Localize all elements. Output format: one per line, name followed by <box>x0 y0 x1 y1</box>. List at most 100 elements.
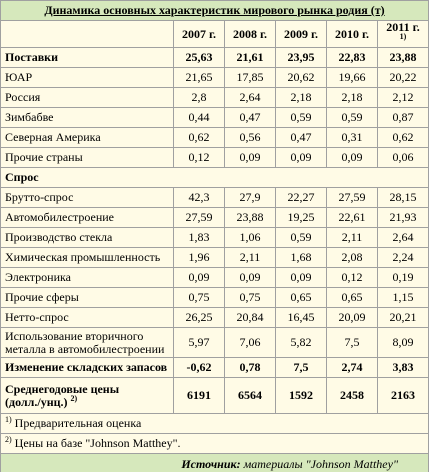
table-row: Россия 2,8 2,64 2,18 2,18 2,12 <box>0 87 429 108</box>
row-label-text: Северная Америка <box>5 130 101 144</box>
value-cell: 0,12 <box>173 147 225 168</box>
value-cell: 22,61 <box>326 207 378 228</box>
row-label: ЮАР <box>0 67 174 88</box>
value-cell: 23,88 <box>224 207 276 228</box>
row-label: Россия <box>0 87 174 108</box>
row-label-text: Автомобилестроение <box>5 210 114 224</box>
value-cell: 0,65 <box>326 287 378 308</box>
value-cell: 0,65 <box>275 287 327 308</box>
value-cell: 0,09 <box>275 267 327 288</box>
table-row: Электроника 0,09 0,09 0,09 0,12 0,19 <box>0 267 429 288</box>
column-label: 2010 г. <box>334 26 370 41</box>
table-row: Использование вторичного металла в автом… <box>0 327 429 358</box>
row-label-text: Использование вторичного металла в автом… <box>5 328 165 356</box>
value-cell: 0,47 <box>224 107 276 128</box>
value-cell: 0,09 <box>275 147 327 168</box>
footnote-text: Предварительная оценка <box>14 416 142 430</box>
table-row: Поставки 25,63 21,61 23,95 22,83 23,88 <box>0 47 429 68</box>
corner-cell <box>0 20 174 48</box>
value-cell: 5,82 <box>275 327 327 358</box>
value-cell: 28,15 <box>377 187 429 208</box>
header-row: 2007 г. 2008 г. 2009 г. 2010 г. 2011 г. 1) <box>0 20 429 48</box>
value-cell: 0,09 <box>224 267 276 288</box>
value-cell: 20,09 <box>326 307 378 328</box>
column-header: 2011 г. 1) <box>377 20 429 48</box>
value-cell: 2,74 <box>326 357 378 378</box>
value-cell: 19,25 <box>275 207 327 228</box>
row-label-text: Нетто-спрос <box>5 310 69 324</box>
row-label: Северная Америка <box>0 127 174 148</box>
row-label-text: Зимбабве <box>5 110 54 124</box>
row-label-text: Спрос <box>5 170 39 184</box>
row-label: Прочие сферы <box>0 287 174 308</box>
value-cell: 2,11 <box>326 227 378 248</box>
value-cell: 42,3 <box>173 187 225 208</box>
source-row: Источник: материалы "Johnson Matthey" <box>0 453 429 472</box>
value-cell: 1,96 <box>173 247 225 268</box>
value-cell: 16,45 <box>275 307 327 328</box>
note-marker: 1) <box>5 415 12 424</box>
footnote-row: 1) Предварительная оценка <box>0 413 429 434</box>
footnote: 2) Цены на базе "Johnson Matthey". <box>0 433 429 454</box>
column-header: 2010 г. <box>326 20 378 48</box>
column-header: 2008 г. <box>224 20 276 48</box>
row-label-text: Россия <box>5 90 41 104</box>
table-row: Автомобилестроение 27,59 23,88 19,25 22,61 21… <box>0 207 429 228</box>
value-cell: 1592 <box>275 377 327 414</box>
row-label: Автомобилестроение <box>0 207 174 228</box>
value-cell: 1,06 <box>224 227 276 248</box>
row-label-text: Среднегодовые цены (долл./унц.) <box>5 381 120 409</box>
row-label-text: ЮАР <box>5 70 33 84</box>
value-cell: 23,88 <box>377 47 429 68</box>
row-label: Поставки <box>0 47 174 68</box>
value-cell: 0,59 <box>275 107 327 128</box>
value-cell: 19,66 <box>326 67 378 88</box>
source-label: Источник: <box>181 457 241 471</box>
column-header: 2009 г. <box>275 20 327 48</box>
value-cell: 23,95 <box>275 47 327 68</box>
value-cell: 2,64 <box>377 227 429 248</box>
value-cell: 21,61 <box>224 47 276 68</box>
table-row: Химическая промышленность 1,96 2,11 1,68 2,0… <box>0 247 429 268</box>
row-label: Электроника <box>0 267 174 288</box>
column-label: 2007 г. <box>181 26 217 41</box>
note-marker: 1) <box>399 32 407 41</box>
value-cell: -0,62 <box>173 357 225 378</box>
value-cell: 20,22 <box>377 67 429 88</box>
table-row: Прочие сферы 0,75 0,75 0,65 0,65 1,15 <box>0 287 429 308</box>
value-cell: 20,62 <box>275 67 327 88</box>
title-row: Динамика основных характеристик мирового… <box>0 0 429 21</box>
value-cell: 0,09 <box>224 147 276 168</box>
footnote-text: Цены на базе "Johnson Matthey". <box>14 436 181 450</box>
value-cell: 27,59 <box>173 207 225 228</box>
value-cell: 21,93 <box>377 207 429 228</box>
source-text: материалы "Johnson Matthey" <box>243 457 398 471</box>
value-cell: 0,44 <box>173 107 225 128</box>
row-label: Использование вторичного металла в автом… <box>0 327 174 358</box>
value-cell: 2,64 <box>224 87 276 108</box>
row-label-text: Изменение складских запасов <box>5 360 168 374</box>
table-row: Северная Америка 0,62 0,56 0,47 0,31 0,62 <box>0 127 429 148</box>
column-label: 2008 г. <box>232 26 268 41</box>
row-label: Химическая промышленность <box>0 247 174 268</box>
row-label-text: Производство стекла <box>5 230 113 244</box>
value-cell: 3,83 <box>377 357 429 378</box>
value-cell: 0,31 <box>326 127 378 148</box>
value-cell: 2,08 <box>326 247 378 268</box>
value-cell: 0,62 <box>377 127 429 148</box>
value-cell: 5,97 <box>173 327 225 358</box>
row-label: Спрос <box>0 167 429 188</box>
value-cell: 0,59 <box>326 107 378 128</box>
value-cell: 7,06 <box>224 327 276 358</box>
value-cell: 0,59 <box>275 227 327 248</box>
column-header: 2007 г. <box>173 20 225 48</box>
value-cell: 25,63 <box>173 47 225 68</box>
value-cell: 0,19 <box>377 267 429 288</box>
value-cell: 27,9 <box>224 187 276 208</box>
value-cell: 0,75 <box>173 287 225 308</box>
value-cell: 26,25 <box>173 307 225 328</box>
row-label: Прочие страны <box>0 147 174 168</box>
row-label-text: Химическая промышленность <box>5 250 161 264</box>
